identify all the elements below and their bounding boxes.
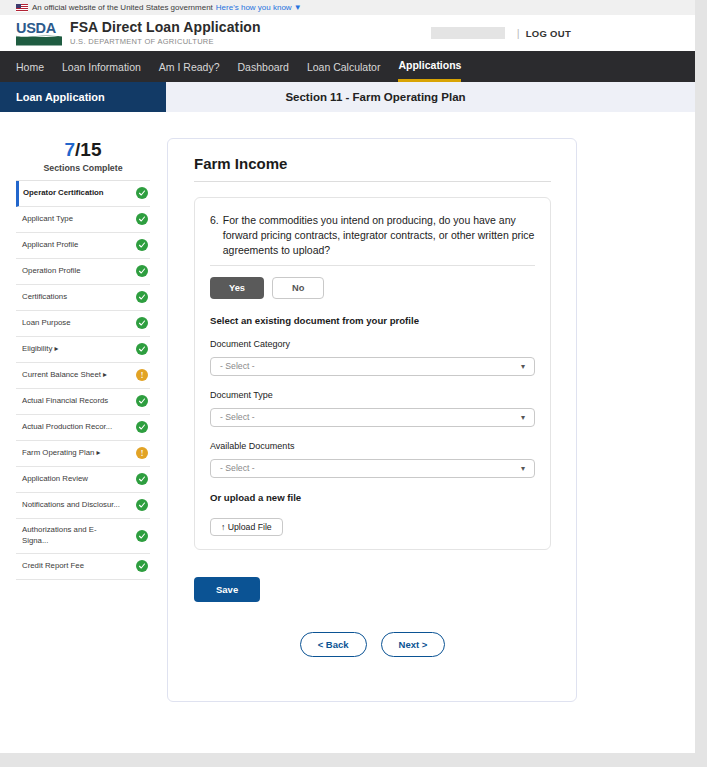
svg-text:USDA: USDA <box>16 20 57 36</box>
